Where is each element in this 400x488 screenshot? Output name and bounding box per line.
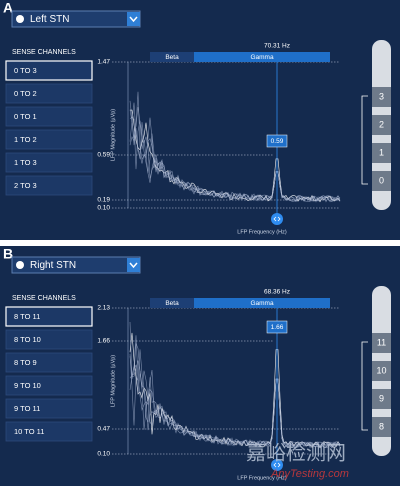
peak-box	[266, 134, 288, 148]
channel-button[interactable]	[5, 152, 93, 173]
chevron	[129, 16, 138, 23]
y-label: 1.47	[97, 59, 110, 66]
dropdown-icon	[16, 261, 24, 269]
spectrum-line	[129, 349, 341, 449]
contact-label: 11	[377, 337, 386, 347]
channel-button[interactable]	[5, 306, 93, 327]
channel-label: 8 TO 10	[14, 335, 41, 344]
bracket	[361, 95, 368, 185]
band-beta	[150, 52, 194, 62]
channel-button[interactable]	[5, 83, 93, 104]
y-axis-label: LFP Magnitude (µVp)	[110, 109, 116, 161]
contact[interactable]	[372, 87, 391, 107]
watermark-main: 嘉峪检测网	[246, 441, 346, 464]
panel-letter: A	[3, 0, 13, 16]
contact-label: 8	[379, 421, 384, 431]
spectrum-line	[129, 102, 341, 203]
band-gamma	[194, 52, 330, 62]
band-gamma	[194, 298, 330, 308]
panel: A Left STN SENSE CHANNELS 0 TO 3 0 TO 2 0 TO …	[0, 0, 400, 240]
channel-label: 8 TO 11	[14, 312, 40, 321]
contact-label: 3	[379, 91, 384, 101]
peak-label: 1.66	[271, 324, 284, 331]
channel-label: 8 TO 9	[14, 358, 37, 367]
y-label: 2.13	[97, 305, 110, 312]
channel-label: 10 TO 11	[14, 427, 44, 436]
watermark-sub: AnyTesting.com	[270, 468, 349, 480]
band-label: Beta	[165, 300, 179, 307]
y-label: 0.10	[97, 205, 110, 212]
spectrum-line	[129, 116, 341, 203]
contact[interactable]	[372, 417, 391, 437]
channel-label: 1 TO 3	[14, 158, 37, 167]
channel-button[interactable]	[5, 375, 93, 396]
panel-letter: B	[3, 246, 13, 262]
cursor-handle[interactable]	[271, 213, 283, 225]
chevron	[129, 262, 138, 269]
panel: B Right STN SENSE CHANNELS 8 TO 11 8 TO 10 8 …	[0, 246, 400, 486]
frequency-label: 68.36 Hz	[264, 289, 290, 296]
contact[interactable]	[372, 389, 391, 409]
dropdown-icon	[16, 15, 24, 23]
channel-button[interactable]	[5, 129, 93, 150]
channels-header: SENSE CHANNELS	[12, 295, 76, 302]
contact[interactable]	[372, 143, 391, 163]
channel-button[interactable]	[5, 175, 93, 196]
peak-box	[266, 320, 288, 334]
channel-button[interactable]	[5, 329, 93, 350]
channel-label: 0 TO 3	[14, 66, 37, 75]
handle-arrows	[273, 216, 281, 222]
channel-label: 9 TO 11	[14, 404, 40, 413]
channel-button[interactable]	[5, 106, 93, 127]
y-label: 0.47	[97, 426, 110, 433]
channels-header: SENSE CHANNELS	[12, 49, 76, 56]
x-axis-label: LFP Frequency (Hz)	[237, 229, 287, 235]
y-label: 0.19	[97, 197, 110, 204]
contact[interactable]	[372, 171, 391, 191]
channel-button[interactable]	[5, 352, 93, 373]
y-label: 0.59	[97, 152, 110, 159]
cursor-handle[interactable]	[271, 459, 283, 471]
bracket	[361, 341, 368, 431]
contact-label: 1	[379, 147, 384, 157]
channel-label: 9 TO 10	[14, 381, 41, 390]
channel-label: 2 TO 3	[14, 181, 37, 190]
channel-button[interactable]	[5, 60, 93, 81]
band-label: Gamma	[250, 54, 274, 61]
dropdown-label: Right STN	[30, 260, 76, 271]
contact-label: 10	[376, 365, 386, 375]
contact[interactable]	[372, 115, 391, 135]
contact[interactable]	[372, 333, 391, 353]
channel-button[interactable]	[5, 421, 93, 442]
frequency-label: 70.31 Hz	[264, 43, 290, 50]
channel-label: 1 TO 2	[14, 135, 37, 144]
contact-label: 9	[379, 393, 384, 403]
band-beta	[150, 298, 194, 308]
x-axis-label: LFP Frequency (Hz)	[237, 475, 287, 481]
contact-label: 2	[379, 119, 384, 129]
dropdown-button[interactable]	[127, 12, 140, 26]
y-label: 1.66	[97, 338, 110, 345]
band-label: Gamma	[250, 300, 274, 307]
spectrum-line	[129, 335, 341, 448]
dropdown-label: Left STN	[30, 14, 69, 25]
handle-arrows	[273, 462, 281, 468]
channel-label: 0 TO 2	[14, 89, 37, 98]
contact-label: 0	[379, 175, 384, 185]
channel-label: 0 TO 1	[14, 112, 37, 121]
y-axis-label: LFP Magnitude (µVp)	[110, 355, 116, 407]
dropdown-button[interactable]	[127, 258, 140, 272]
band-label: Beta	[165, 54, 179, 61]
y-label: 0.10	[97, 451, 110, 458]
peak-label: 0.59	[271, 138, 284, 145]
channel-button[interactable]	[5, 398, 93, 419]
contact[interactable]	[372, 361, 391, 381]
